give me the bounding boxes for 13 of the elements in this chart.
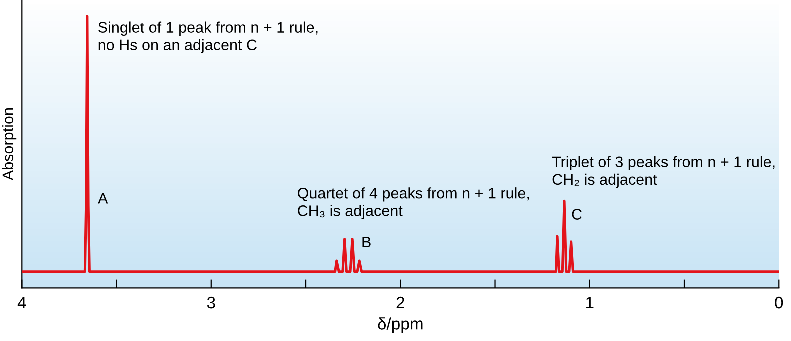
x-tick-label: 4 bbox=[18, 297, 26, 309]
annotation: C bbox=[572, 209, 582, 220]
y-axis-title: Absorption bbox=[2, 108, 17, 181]
x-tick-label: 1 bbox=[586, 297, 594, 309]
x-axis-title: δ/ppm bbox=[378, 318, 423, 334]
x-tick-label: 0 bbox=[775, 296, 784, 309]
annotation: A bbox=[98, 193, 108, 204]
annotation: Quartet of 4 peaks from n + 1 rule, CH₃ is adjacent bbox=[298, 188, 530, 220]
annotation: Singlet of 1 peak from n + 1 rule, no Hs on an adjacent C bbox=[98, 22, 318, 54]
x-tick-label: 3 bbox=[207, 296, 216, 309]
annotation: Triplet of 3 peaks from n + 1 rule, CH₂ is adjacent bbox=[552, 156, 775, 188]
x-tick-label: 2 bbox=[396, 296, 404, 309]
annotation: B bbox=[362, 237, 371, 248]
